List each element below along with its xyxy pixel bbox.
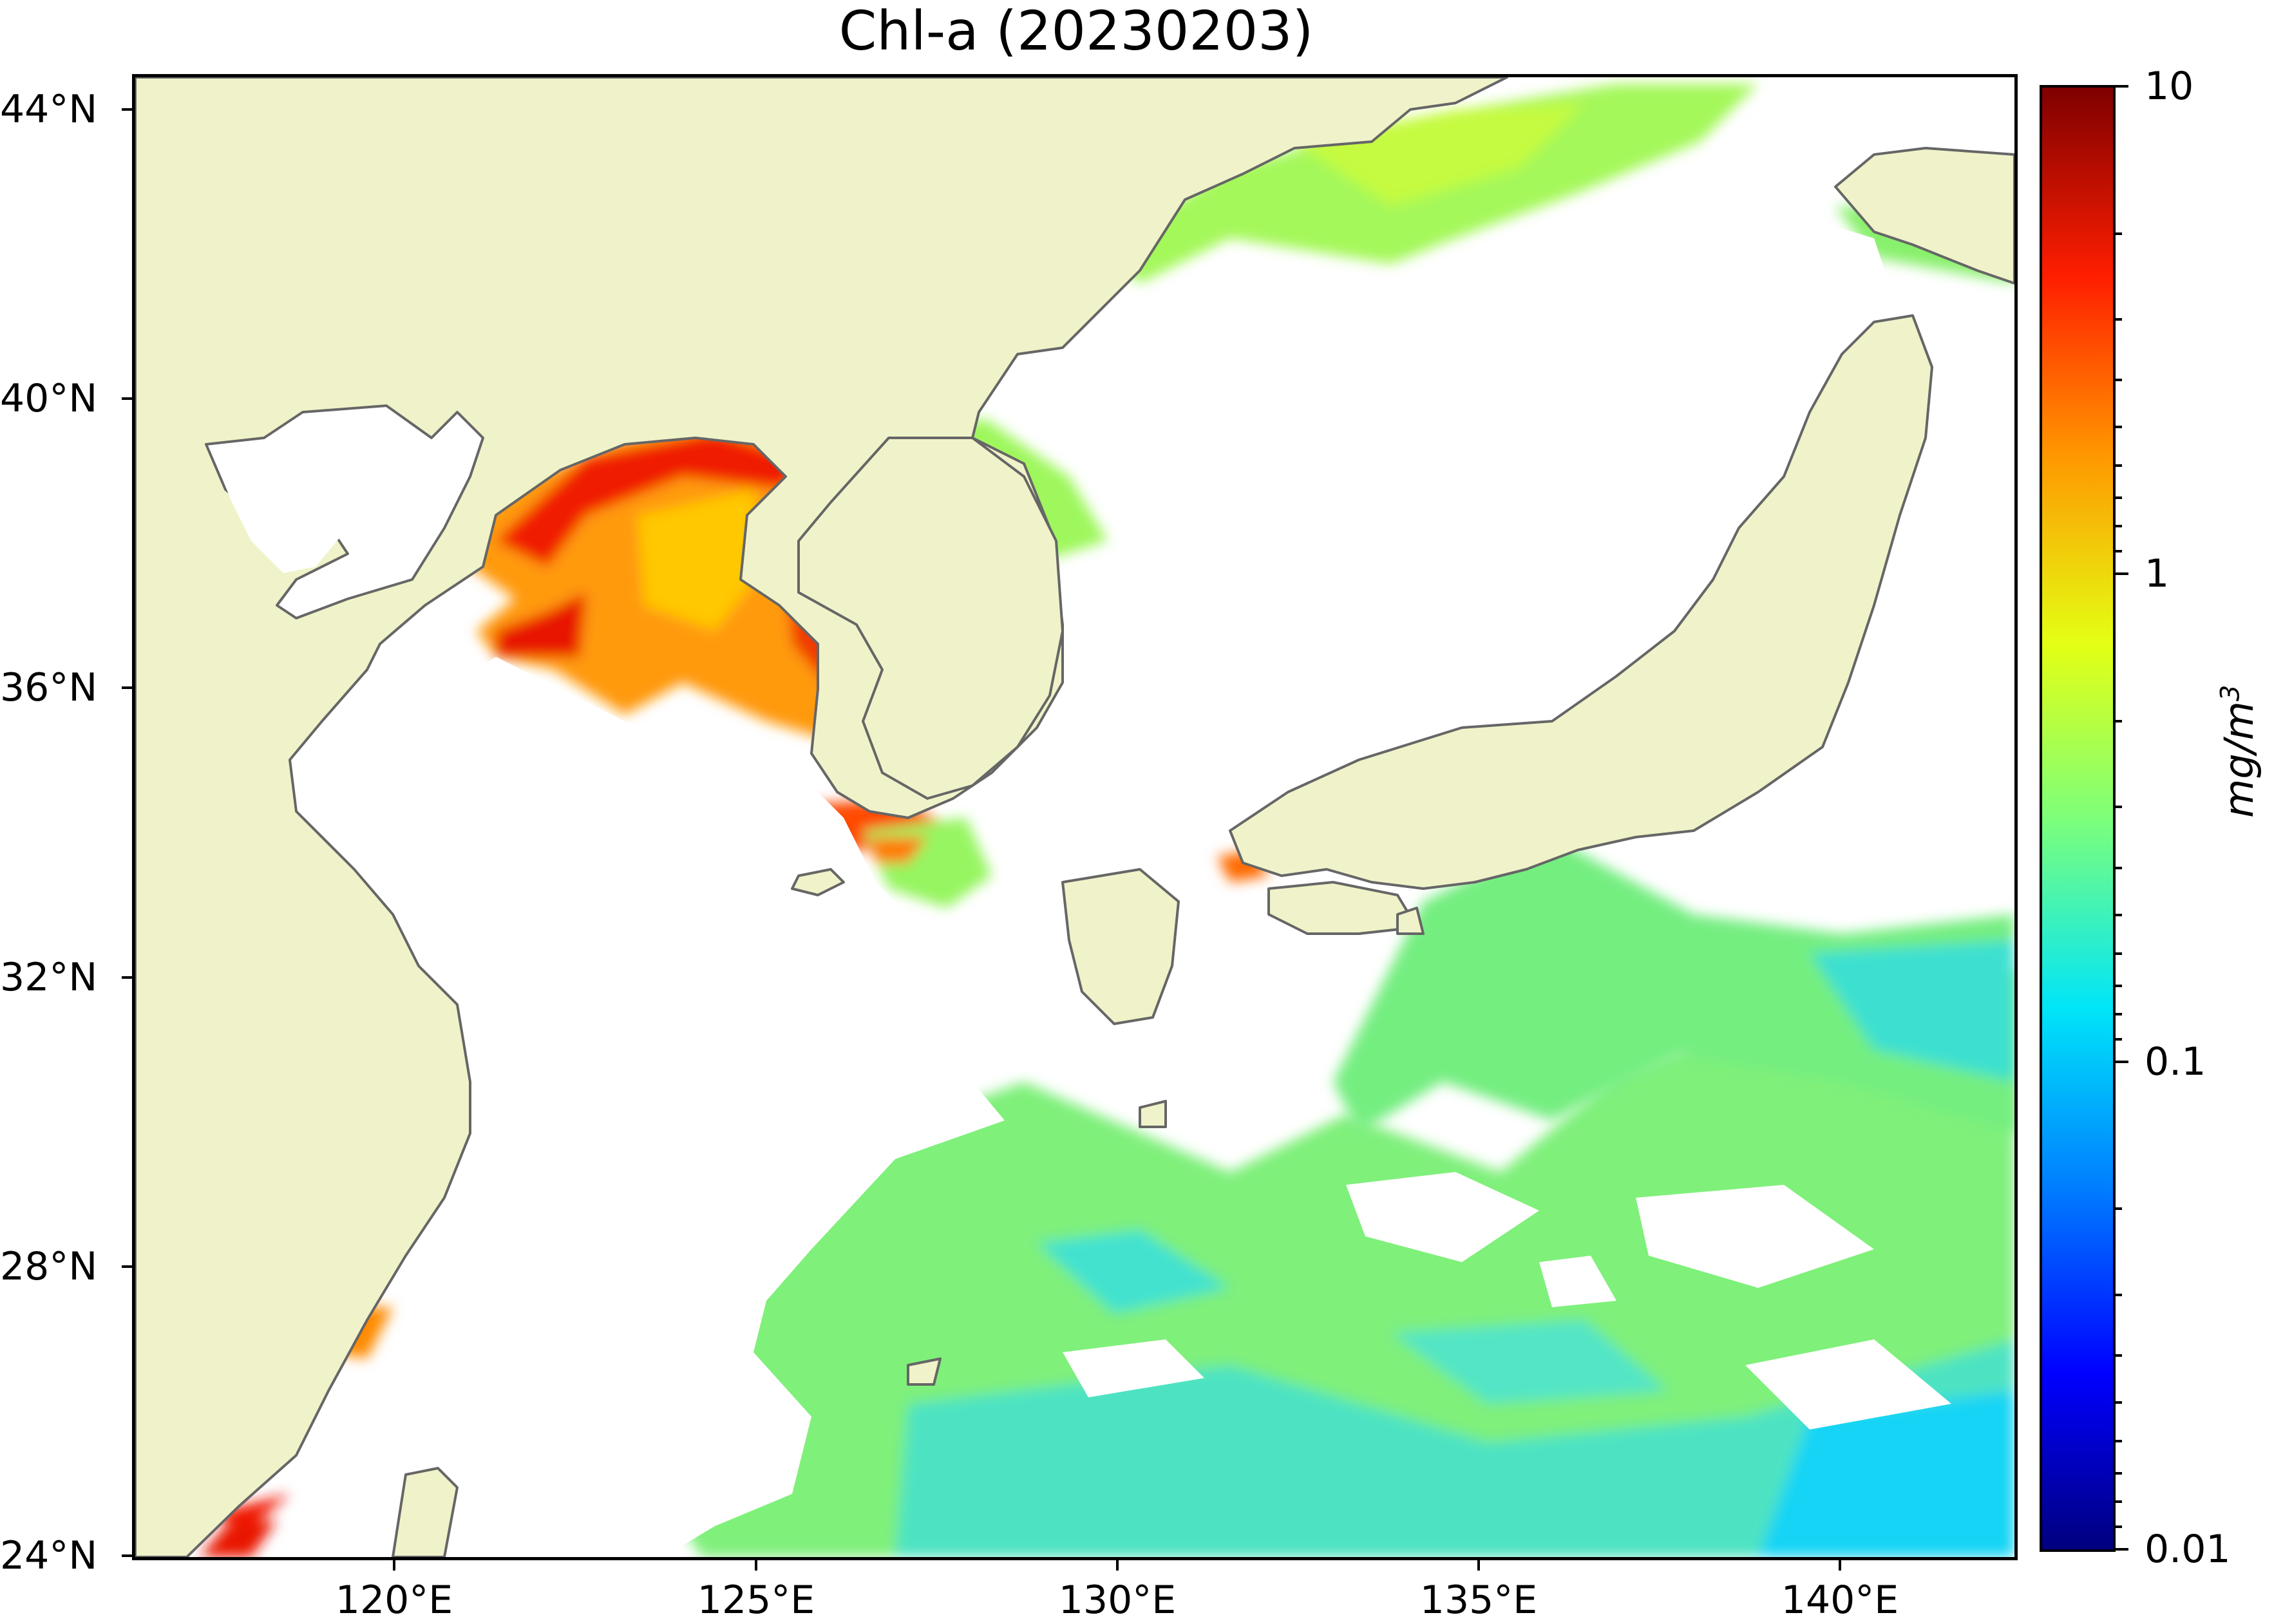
colorbar-minor-tick (2116, 1401, 2122, 1404)
colorbar-minor-tick (2116, 985, 2122, 987)
colorbar-major-tick (2116, 572, 2128, 575)
x-tickmark (1839, 1560, 1841, 1571)
y-tick-label: 44°N (0, 87, 98, 132)
colorbar-minor-tick (2116, 867, 2122, 869)
map-panel (132, 74, 2018, 1560)
colorbar-tick-label: 1 (2145, 551, 2170, 596)
cloud-gaps (1063, 1172, 1951, 1430)
colorbar-minor-tick (2116, 1013, 2122, 1015)
y-tickmark (122, 1265, 132, 1268)
ocean-chl-east (1333, 837, 2014, 1133)
x-tickmark (1477, 1560, 1480, 1571)
colorbar-minor-tick (2116, 379, 2122, 381)
colorbar-minor-tick (2116, 1038, 2122, 1041)
colorbar-minor-tick (2116, 1294, 2122, 1296)
colorbar-minor-tick (2116, 1440, 2122, 1442)
y-tick-label: 36°N (0, 665, 98, 710)
colorbar-minor-tick (2116, 1472, 2122, 1475)
x-tickmark (1116, 1560, 1119, 1571)
x-tickmark (755, 1560, 757, 1571)
colorbar-minor-tick (2116, 496, 2122, 499)
x-tick-label: 135°E (1419, 1578, 1538, 1623)
y-tickmark (122, 1554, 132, 1557)
unit-base: mg/m (2215, 701, 2262, 818)
x-tickmark (393, 1560, 395, 1571)
colorbar-major-tick (2116, 85, 2128, 88)
map-title: Chl-a (20230203) (838, 0, 1314, 62)
colorbar-minor-tick (2116, 1207, 2122, 1210)
colorbar-major-tick (2116, 1548, 2128, 1551)
colorbar-tick-label: 0.01 (2145, 1527, 2231, 1572)
colorbar-minor-tick (2116, 806, 2122, 808)
y-tick-label: 32°N (0, 955, 98, 1000)
y-tickmark (122, 686, 132, 689)
y-tickmark (122, 976, 132, 979)
colorbar (2040, 85, 2116, 1552)
x-tick-label: 125°E (697, 1578, 815, 1623)
colorbar-tick-label: 0.1 (2145, 1039, 2206, 1084)
unit-superscript: 3 (2215, 685, 2246, 701)
chlorophyll-map (135, 77, 2014, 1557)
colorbar-minor-tick (2116, 318, 2122, 321)
land (135, 77, 2014, 1557)
colorbar-minor-tick (2116, 952, 2122, 955)
colorbar-minor-tick (2116, 525, 2122, 527)
colorbar-minor-tick (2116, 550, 2122, 552)
colorbar-tick-label: 10 (2145, 64, 2194, 109)
colorbar-minor-tick (2116, 464, 2122, 467)
colorbar-minor-tick (2116, 1525, 2122, 1528)
y-tickmark (122, 397, 132, 400)
x-tick-label: 130°E (1058, 1578, 1177, 1623)
y-tickmark (122, 108, 132, 111)
y-tick-label: 24°N (0, 1533, 98, 1578)
bohai-water (219, 438, 431, 573)
colorbar-minor-tick (2116, 232, 2122, 235)
colorbar-minor-tick (2116, 914, 2122, 916)
y-tick-label: 40°N (0, 376, 98, 421)
colorbar-unit-label: mg/m3 (2215, 685, 2262, 818)
x-tick-label: 140°E (1781, 1578, 1899, 1623)
colorbar-minor-tick (2116, 426, 2122, 428)
colorbar-minor-tick (2116, 720, 2122, 722)
x-tick-label: 120°E (335, 1578, 453, 1623)
colorbar-major-tick (2116, 1061, 2128, 1063)
y-tick-label: 28°N (0, 1244, 98, 1289)
colorbar-minor-tick (2116, 1500, 2122, 1503)
colorbar-minor-tick (2116, 1354, 2122, 1357)
